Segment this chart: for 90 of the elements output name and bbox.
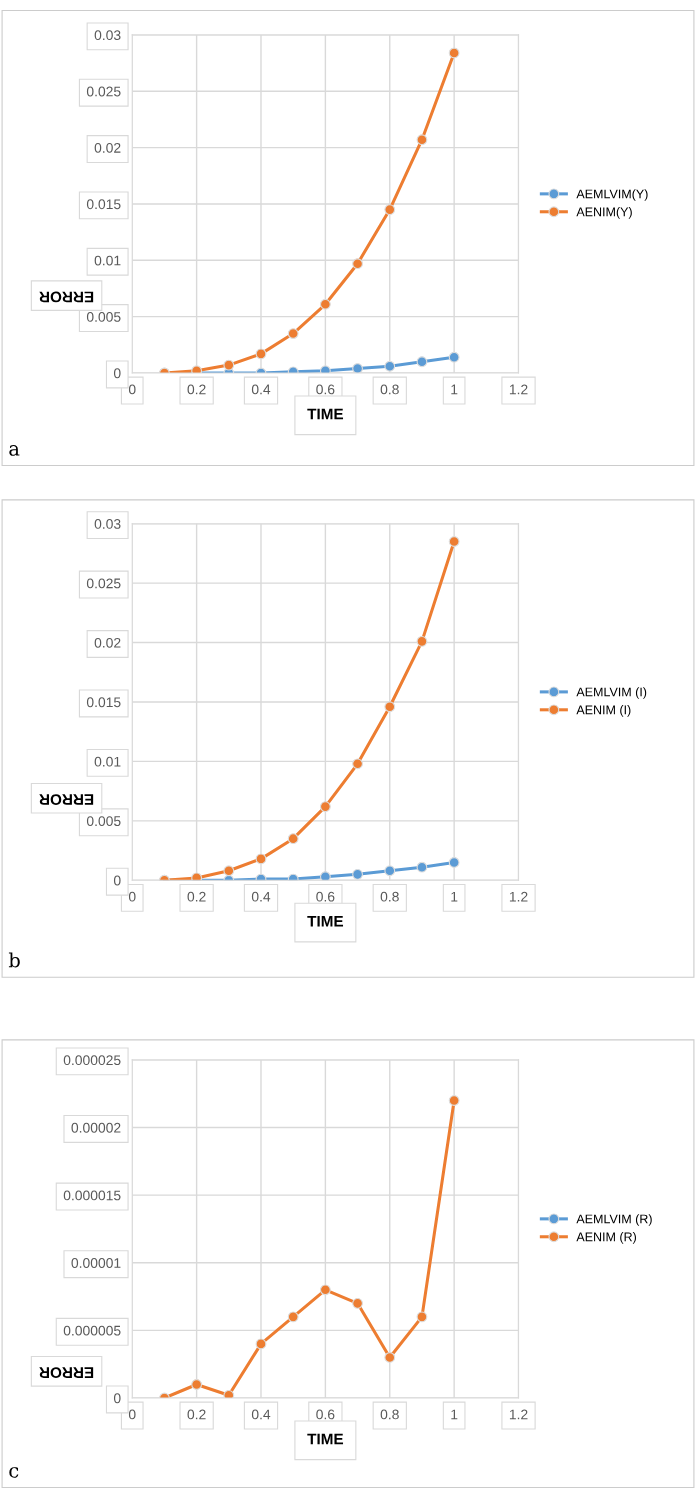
x-tick-label: 0.6: [316, 891, 335, 902]
y-tick-label: 0.005: [86, 311, 121, 322]
point: [416, 356, 428, 368]
point: [384, 360, 396, 372]
point: [384, 1352, 396, 1363]
x-tick-label: 0.2: [187, 891, 206, 902]
y-tick-label: 0.03: [94, 519, 121, 529]
x-tick-label: 0.6: [316, 1409, 335, 1420]
legend-label: AENIM (I): [576, 705, 631, 717]
y-tick-label: 0.000025: [63, 1055, 121, 1066]
point: [287, 833, 299, 845]
point: [416, 635, 428, 647]
point: [223, 1389, 235, 1398]
x-tick-label: 1: [451, 1409, 458, 1420]
legend-label: AEMLVIM (I): [576, 687, 647, 699]
x-tick-label: 0.8: [380, 891, 399, 902]
point: [384, 204, 396, 216]
y-axis-title: ERROR: [39, 291, 94, 303]
x-tick-label: 0.6: [316, 384, 335, 395]
y-tick-label: 0: [113, 875, 121, 886]
legend-label: AENIM(Y): [576, 207, 632, 219]
x-axis-title: TIME: [307, 408, 344, 420]
x-tick-label: 1.2: [509, 1409, 528, 1420]
point: [416, 134, 428, 146]
x-tick-label: 0: [128, 384, 136, 395]
text: b: [8, 952, 20, 968]
point: [191, 1379, 203, 1390]
point: [352, 363, 363, 373]
x-tick-label: 0.4: [251, 891, 271, 902]
x-tick-label: 0: [128, 1409, 136, 1420]
point: [352, 258, 363, 270]
y-axis-title: ERROR: [39, 794, 94, 805]
x-tick-label: 1.2: [509, 384, 528, 395]
point: [384, 865, 396, 877]
point: [255, 853, 267, 865]
point: [352, 1297, 363, 1309]
point: [416, 1311, 428, 1323]
y-tick-label: 0.015: [86, 697, 121, 708]
point: [352, 758, 363, 770]
y-tick-label: 0.03: [94, 30, 121, 41]
point: [255, 348, 267, 360]
point: [448, 536, 460, 547]
y-tick-label: 0.005: [86, 816, 121, 827]
y-tick-label: 0.025: [86, 578, 121, 589]
x-axis-title: TIME: [307, 916, 344, 927]
x-tick-label: 0.4: [251, 384, 271, 395]
y-tick-label: 0.025: [86, 86, 121, 97]
x-axis-title: TIME: [307, 1433, 344, 1445]
point: [319, 298, 331, 310]
x-tick-label: 0.4: [251, 1409, 271, 1420]
point: [255, 1338, 267, 1350]
legend-label: AENIM (R): [576, 1232, 636, 1244]
x-tick-label: 1: [451, 891, 458, 902]
point: [223, 865, 235, 877]
y-axis-title: ERROR: [39, 1367, 94, 1379]
point: [287, 328, 299, 339]
point: [223, 359, 235, 371]
y-tick-label: 0.000015: [63, 1190, 121, 1201]
y-tick-label: 0.015: [86, 199, 121, 210]
y-tick-label: 0.02: [94, 637, 121, 648]
x-tick-label: 0.8: [380, 384, 399, 395]
y-tick-label: 0.01: [94, 255, 121, 266]
y-tick-label: 0.00002: [71, 1122, 121, 1133]
point: [352, 868, 363, 880]
y-tick-label: 0.01: [94, 756, 121, 767]
x-tick-label: 0.2: [187, 384, 206, 395]
point: [448, 351, 460, 363]
legend-label: AEMLVIM(Y): [576, 189, 648, 201]
x-tick-label: 0.2: [187, 1409, 206, 1420]
x-tick-label: 0.8: [380, 1409, 399, 1420]
point: [319, 871, 331, 881]
point: [319, 801, 331, 813]
x-tick-label: 0: [128, 891, 136, 902]
y-tick-label: 0.02: [94, 142, 121, 153]
x-tick-label: 1.2: [509, 891, 528, 902]
y-tick-label: 0: [113, 1393, 121, 1404]
text: c: [9, 1467, 19, 1478]
y-tick-label: 0: [113, 368, 121, 379]
legend-label: AEMLVIM (R): [576, 1214, 652, 1226]
text: a: [9, 445, 20, 456]
point: [416, 861, 428, 873]
point: [384, 701, 396, 713]
point: [448, 1095, 460, 1106]
point: [448, 857, 460, 868]
point: [319, 1284, 331, 1296]
point: [287, 1311, 299, 1323]
y-tick-label: 0.000005: [63, 1325, 121, 1336]
y-tick-label: 0.00001: [71, 1258, 121, 1268]
point: [448, 47, 460, 59]
x-tick-label: 1: [451, 384, 458, 395]
